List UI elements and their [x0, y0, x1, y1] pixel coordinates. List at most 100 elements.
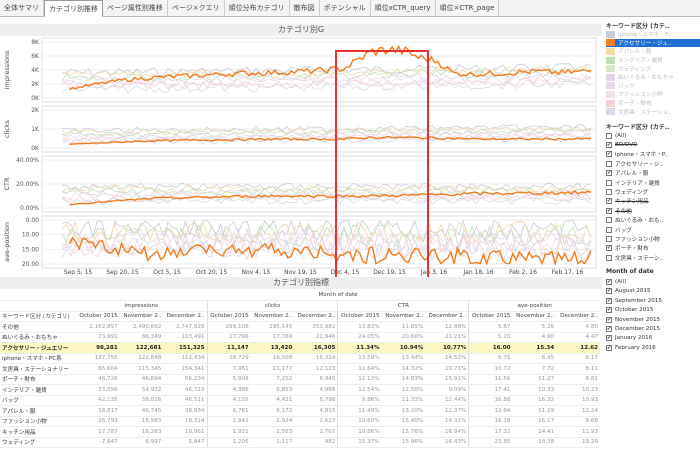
table-row[interactable]: ぬいぐるみ・おもちゃ 73,991 86,349 103,491 17,796 17,78… — [0, 332, 600, 343]
table-row[interactable]: インテリア・雑貨 33,096 54,932 46,723 4,386 6,853 4,96… — [0, 384, 600, 396]
checkbox[interactable] — [606, 179, 612, 186]
filter-option[interactable]: ぬいぐるみ・おも.. — [606, 215, 700, 224]
table-row[interactable]: キッチン用品 17,787 16,263 10,961 1,931 2,553 2,707 1… — [0, 426, 600, 438]
tab-8[interactable]: 順位×CTR_page — [436, 0, 500, 16]
cell: 137,755 — [76, 353, 120, 364]
cell: 11.49% — [337, 405, 382, 417]
cell: 10.86% — [337, 426, 382, 438]
legend-item[interactable]: iphone・スマホ・P.. — [606, 30, 700, 39]
checkbox[interactable]: ✔ — [606, 297, 612, 304]
checkbox[interactable] — [606, 160, 612, 167]
filter-option[interactable]: ✔ (All) — [606, 277, 700, 286]
filter-option[interactable]: インテリア・雑貨 — [606, 178, 700, 187]
checkbox[interactable]: ✔ — [606, 207, 612, 214]
table-row[interactable]: 文房具・ステーショナリー 65,604 115,345 154,341 7,961 11,… — [0, 363, 600, 375]
filter-option[interactable]: ✔ BD/DVD — [606, 140, 700, 149]
filter-option[interactable]: ✔ December 2015 — [606, 324, 700, 333]
filter-option[interactable]: ✔ November 2015 — [606, 315, 700, 324]
tab-1[interactable]: カテゴリ別推移 — [44, 0, 103, 17]
cell: 12.64% — [337, 363, 382, 375]
checkbox[interactable] — [606, 254, 612, 261]
legend-item[interactable]: ウェディング — [606, 64, 700, 73]
checkbox[interactable]: ✔ — [606, 142, 612, 149]
filter-label: ぬいぐるみ・おも.. — [615, 218, 664, 225]
cell: 42,135 — [76, 395, 120, 406]
filter-option[interactable]: ✔ January 2016 — [606, 334, 700, 343]
series-line-highlight — [69, 135, 592, 146]
checkbox[interactable] — [606, 217, 612, 224]
tab-2[interactable]: ページ属性別推移 — [103, 0, 168, 16]
legend-item[interactable]: ポーチ・財布 — [606, 99, 700, 108]
checkbox[interactable]: ✔ — [606, 170, 612, 177]
filter-option[interactable]: バッグ — [606, 225, 700, 234]
checkbox[interactable] — [606, 188, 612, 195]
cell: 15.37% — [337, 437, 382, 448]
filter-option[interactable]: ファッション小物 — [606, 234, 700, 243]
filter-label: January 2016 — [615, 335, 653, 342]
table-row[interactable]: ポーチ・財布 46,726 46,894 56,234 5,908 7,252 8,945 1… — [0, 374, 600, 385]
table-row[interactable]: アパレル・服 58,817 46,745 38,934 6,761 6,172 4,815 1… — [0, 405, 600, 417]
cell: 16.18 — [468, 416, 513, 427]
checkbox[interactable] — [606, 132, 612, 139]
filter-option[interactable]: ✔ September 2015 — [606, 296, 700, 305]
cell: 2,623 — [294, 416, 338, 427]
checkbox[interactable]: ✔ — [606, 307, 612, 314]
row-label: バッグ — [0, 395, 77, 406]
legend-item[interactable]: アパレル・服 — [606, 47, 700, 56]
table-row[interactable]: ファッション小物 26,793 18,983 18,314 2,842 2,924 2,62… — [0, 416, 600, 427]
month-header: November 2.. — [250, 311, 295, 322]
checkbox[interactable]: ✔ — [606, 151, 612, 158]
filter-option[interactable]: アクセサリー・ジ.. — [606, 159, 700, 168]
month-filter-title: Month of date — [606, 268, 654, 276]
cell: 11.33% — [381, 395, 426, 406]
tab-0[interactable]: 全体サマリ — [0, 0, 44, 16]
checkbox[interactable] — [606, 226, 612, 233]
panel-frame-ave-position — [41, 215, 597, 269]
filter-option[interactable]: ✔ iphone・スマホ・P.. — [606, 150, 700, 159]
cell: 2,707 — [294, 426, 338, 438]
checkbox[interactable]: ✔ — [606, 288, 612, 295]
month-header: October 2015 — [206, 311, 251, 322]
filter-option[interactable]: ✔ ポーチ・財布 — [606, 244, 700, 253]
checkbox[interactable]: ✔ — [606, 245, 612, 252]
filter-label: iphone・スマホ・P.. — [615, 152, 668, 159]
checkbox[interactable]: ✔ — [606, 335, 612, 342]
legend-item[interactable]: ファッション小物 — [606, 90, 700, 99]
filter-option[interactable]: ✔ キッチン用品 — [606, 197, 700, 206]
cell: 11.85% — [381, 321, 426, 333]
checkbox[interactable]: ✔ — [606, 198, 612, 205]
checkbox[interactable] — [606, 235, 612, 242]
tab-4[interactable]: 順位分布カテゴリ — [225, 0, 290, 16]
legend-swatch — [606, 39, 615, 47]
tab-5[interactable]: 散布図 — [290, 0, 320, 16]
table-row[interactable]: バッグ 42,135 38,026 46,511 4,155 4,421 5,798 9.86… — [0, 395, 600, 406]
filter-option[interactable]: 文房具・ステーシ.. — [606, 253, 700, 262]
table-row[interactable]: その他 2,162,897 2,490,662 2,747,928 299,106 295… — [0, 321, 600, 333]
checkbox[interactable]: ✔ — [606, 326, 612, 333]
tab-3[interactable]: ページ×クエリ — [168, 0, 225, 16]
filter-option[interactable]: ✔ アパレル・服 — [606, 169, 700, 178]
legend-item[interactable]: インテリア・雑貨 — [606, 56, 700, 65]
checkbox[interactable]: ✔ — [606, 344, 612, 351]
cell: 6,997 — [119, 437, 164, 448]
legend-item[interactable]: バッグ — [606, 82, 700, 91]
legend-item[interactable]: 文房具・ステーショ.. — [606, 107, 700, 116]
table-row[interactable]: アクセサリー・ジュエリー 98,281 122,681 151,325 11,147 13… — [0, 342, 600, 354]
filter-option[interactable]: ✔ August 2015 — [606, 287, 700, 296]
cell: 65,604 — [76, 363, 120, 375]
legend-item[interactable]: アクセサリー・ジュ.. — [606, 38, 700, 48]
cell: 46,745 — [119, 405, 164, 417]
tab-7[interactable]: 順位xCTR_query — [371, 0, 436, 16]
filter-option[interactable]: ✔ その他 — [606, 206, 700, 215]
tab-6[interactable]: ポテンシャル — [320, 0, 371, 16]
ytick: 0K — [31, 95, 40, 102]
legend-item[interactable]: ぬいぐるみ・おもちゃ — [606, 73, 700, 82]
table-row[interactable]: iphone・スマホ・PC系 137,755 122,848 112,434 18,72… — [0, 353, 600, 364]
checkbox[interactable]: ✔ — [606, 279, 612, 286]
table-row[interactable]: ウェディング 7,847 6,997 5,847 1,206 1,117 982 15.37%… — [0, 437, 600, 448]
filter-option[interactable]: ✔ February 2016 — [606, 343, 700, 352]
filter-option[interactable]: ✔ October 2015 — [606, 306, 700, 315]
checkbox[interactable]: ✔ — [606, 316, 612, 323]
filter-option[interactable]: ウェディング — [606, 187, 700, 196]
filter-option[interactable]: (All) — [606, 131, 700, 140]
